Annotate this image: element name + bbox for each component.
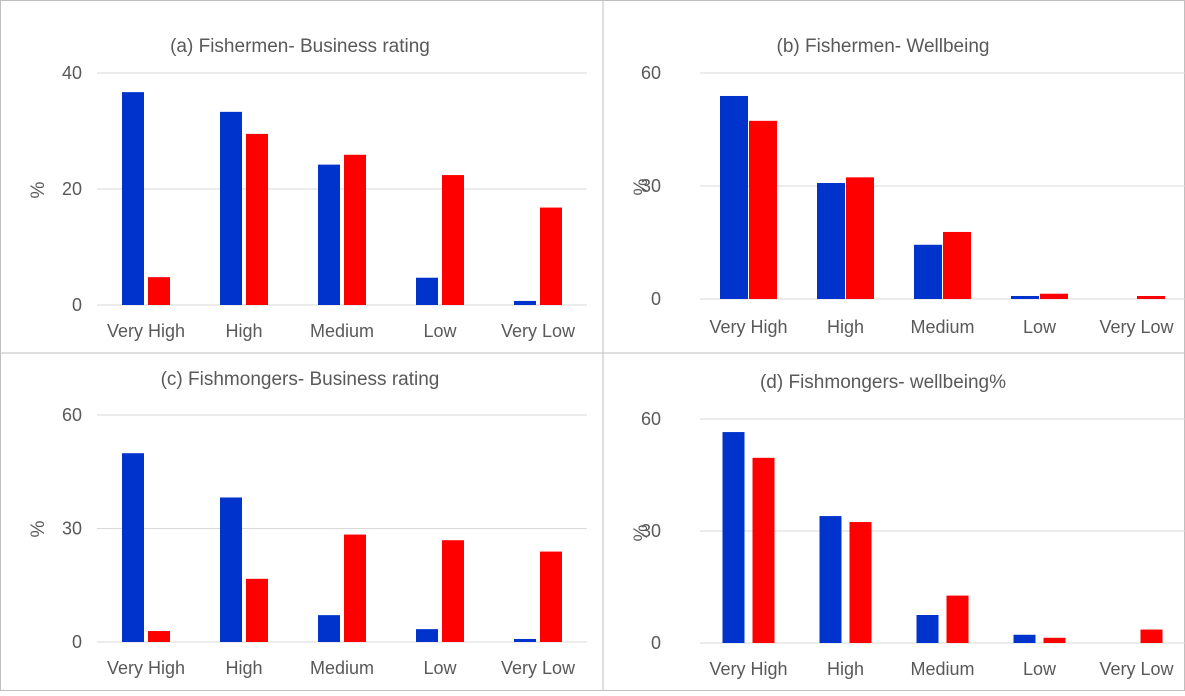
bar-blue (122, 453, 144, 642)
bar-red (846, 177, 874, 299)
bar-red (246, 578, 268, 642)
bar-blue (722, 432, 745, 643)
chart-svg: (b) Fishermen- Wellbeing % 0 30 60 Very Hig… (631, 36, 1185, 337)
chart-title: (d) Fishmongers- wellbeing% (760, 372, 1006, 393)
x-tick-label: High (225, 321, 262, 341)
bar-blue (1011, 295, 1039, 299)
x-tick-label: High (827, 317, 864, 337)
bar-red (246, 133, 268, 305)
bar-blue (817, 182, 845, 299)
bar-red (943, 231, 971, 299)
bar-blue (318, 164, 340, 305)
x-tick-label: Low (423, 321, 457, 341)
x-tick-label: Medium (910, 659, 974, 679)
y-axis-label: % (631, 178, 652, 195)
x-tick-label: High (827, 659, 864, 679)
y-tick-label: 0 (72, 632, 82, 652)
bar-red (148, 631, 170, 642)
chart-marks: 0 30 60 Very High High Medium Low Very Low (62, 405, 587, 678)
bar-red (442, 540, 464, 642)
y-tick-label: 60 (62, 405, 82, 425)
bar-red (344, 154, 366, 305)
x-tick-label: Very High (107, 658, 185, 678)
chart-marks: 0 20 40 Very High High Medium Low Very Low (62, 63, 587, 341)
x-tick-label: Very Low (1099, 659, 1174, 679)
bar-red (540, 207, 562, 305)
y-tick-label: 0 (72, 295, 82, 315)
bar-red (1137, 295, 1165, 299)
x-tick-label: Medium (310, 658, 374, 678)
y-tick-label: 0 (651, 633, 661, 653)
chart-marks: 0 30 60 Very High High Medium Low Very Low (641, 63, 1185, 337)
bar-red (1040, 293, 1068, 299)
bar-red (749, 120, 777, 299)
chart-title: (a) Fishermen- Business rating (170, 36, 430, 57)
y-tick-label: 40 (62, 63, 82, 83)
x-tick-label: Medium (310, 321, 374, 341)
bar-blue (514, 638, 536, 642)
y-tick-label: 30 (641, 521, 661, 541)
x-tick-label: High (225, 658, 262, 678)
chart-svg: (d) Fishmongers- wellbeing% % 0 30 60 Very … (631, 372, 1185, 679)
y-tick-label: 20 (62, 179, 82, 199)
y-tick-label: 60 (641, 63, 661, 83)
x-tick-label: Very High (709, 317, 787, 337)
bar-blue (514, 300, 536, 305)
y-tick-label: 30 (62, 519, 82, 539)
chart-svg: (a) Fishermen- Business rating % 0 20 40 Ve… (28, 36, 587, 341)
x-tick-label: Very Low (1099, 317, 1174, 337)
bar-red (946, 595, 969, 643)
bar-blue (819, 516, 842, 643)
chart-title: (c) Fishmongers- Business rating (161, 369, 440, 390)
bar-red (442, 175, 464, 305)
chart-title: (b) Fishermen- Wellbeing (777, 36, 990, 57)
y-axis-label: % (28, 520, 49, 537)
x-tick-label: Very High (709, 659, 787, 679)
bar-blue (220, 111, 242, 305)
bar-blue (916, 615, 939, 643)
bar-red (540, 551, 562, 642)
x-tick-label: Medium (910, 317, 974, 337)
y-axis-label: % (28, 181, 49, 198)
chart-svg: (c) Fishmongers- Business rating % 0 30 60… (28, 369, 587, 678)
chart-panel-d: (d) Fishmongers- wellbeing% % 0 30 60 Very … (603, 353, 1185, 691)
x-tick-label: Very Low (501, 321, 576, 341)
bar-blue (220, 497, 242, 642)
bar-red (752, 457, 775, 643)
y-tick-label: 0 (651, 289, 661, 309)
bar-red (1043, 637, 1066, 643)
bar-blue (914, 244, 942, 299)
bar-red (1140, 629, 1163, 643)
bar-blue (122, 92, 144, 305)
x-tick-label: Very High (107, 321, 185, 341)
x-tick-label: Low (1023, 659, 1057, 679)
bar-blue (1013, 634, 1036, 643)
chart-panel-a: (a) Fishermen- Business rating % 0 20 40 Ve… (0, 0, 603, 353)
x-tick-label: Very Low (501, 658, 576, 678)
bar-blue (720, 95, 748, 299)
y-axis-label: % (631, 524, 652, 541)
chart-marks: 0 30 60 Very High High Medium Low Very Low (641, 409, 1185, 679)
x-tick-label: Low (1023, 317, 1057, 337)
chart-panel-c: (c) Fishmongers- Business rating % 0 30 60… (0, 353, 603, 691)
y-tick-label: 30 (641, 176, 661, 196)
bar-blue (416, 629, 438, 642)
bar-red (849, 522, 872, 643)
bar-red (148, 277, 170, 305)
x-tick-label: Low (423, 658, 457, 678)
chart-panel-b: (b) Fishermen- Wellbeing % 0 30 60 Very Hig… (603, 0, 1185, 353)
bar-blue (318, 615, 340, 642)
y-tick-label: 60 (641, 409, 661, 429)
bar-red (344, 534, 366, 642)
bar-blue (416, 277, 438, 305)
